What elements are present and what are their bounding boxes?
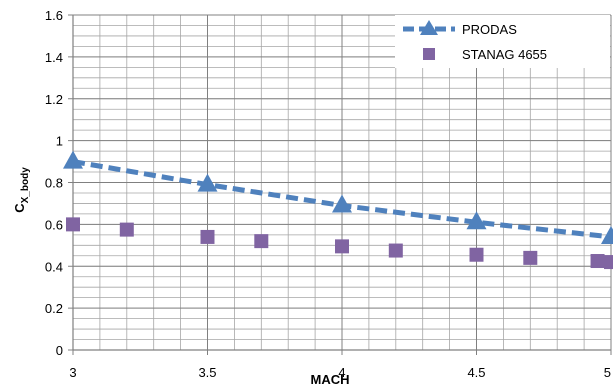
legend-marker-stanag (423, 48, 435, 60)
y-tick-label: 0.8 (45, 176, 63, 191)
x-tick-labels: 3 3.5 4 4.5 5 (69, 365, 611, 380)
y-tick-label: 1.4 (45, 50, 63, 65)
point-stanag (388, 243, 403, 258)
point-prodas (601, 225, 613, 244)
point-stanag (66, 217, 80, 232)
point-prodas (197, 173, 218, 192)
y-tick-labels: 0 0.2 0.4 0.6 0.8 1 1.2 1.4 1.6 (45, 8, 63, 358)
y-tick-label: 0.4 (45, 259, 63, 274)
point-prodas (63, 150, 83, 169)
y-tick-label: 1 (56, 134, 63, 149)
axes (68, 14, 612, 355)
point-stanag (604, 255, 613, 270)
series-layer (63, 150, 613, 270)
x-tick-label: 4.5 (467, 365, 485, 380)
y-axis-title-main: C (12, 203, 27, 213)
point-prodas (332, 194, 352, 213)
point-stanag (335, 239, 349, 254)
legend-label-prodas: PRODAS (462, 22, 517, 37)
y-axis-title: CX_body (12, 167, 31, 213)
legend: PRODAS STANAG 4655 (395, 15, 610, 68)
x-tick-label: 3.5 (198, 365, 216, 380)
x-tick-label: 4 (338, 365, 345, 380)
point-stanag (254, 234, 269, 249)
y-tick-label: 1.2 (45, 92, 63, 107)
y-tick-label: 0.6 (45, 217, 63, 232)
point-stanag (469, 247, 484, 262)
point-stanag (590, 254, 605, 269)
x-tick-label: 3 (69, 365, 76, 380)
point-stanag (119, 222, 134, 237)
x-tick-label: 5 (604, 365, 611, 380)
y-tick-label: 0.2 (45, 301, 63, 316)
y-axis-title-subscript: X_body (20, 167, 31, 204)
point-stanag (200, 229, 215, 244)
y-tick-label: 0 (56, 343, 63, 358)
x-axis-title: MACH (311, 372, 350, 387)
legend-label-stanag: STANAG 4655 (462, 47, 547, 62)
legend-marker-prodas (420, 20, 438, 35)
point-stanag (523, 250, 538, 265)
major-grid (72, 14, 612, 351)
point-prodas (466, 211, 487, 230)
y-tick-label: 1.6 (45, 8, 63, 23)
